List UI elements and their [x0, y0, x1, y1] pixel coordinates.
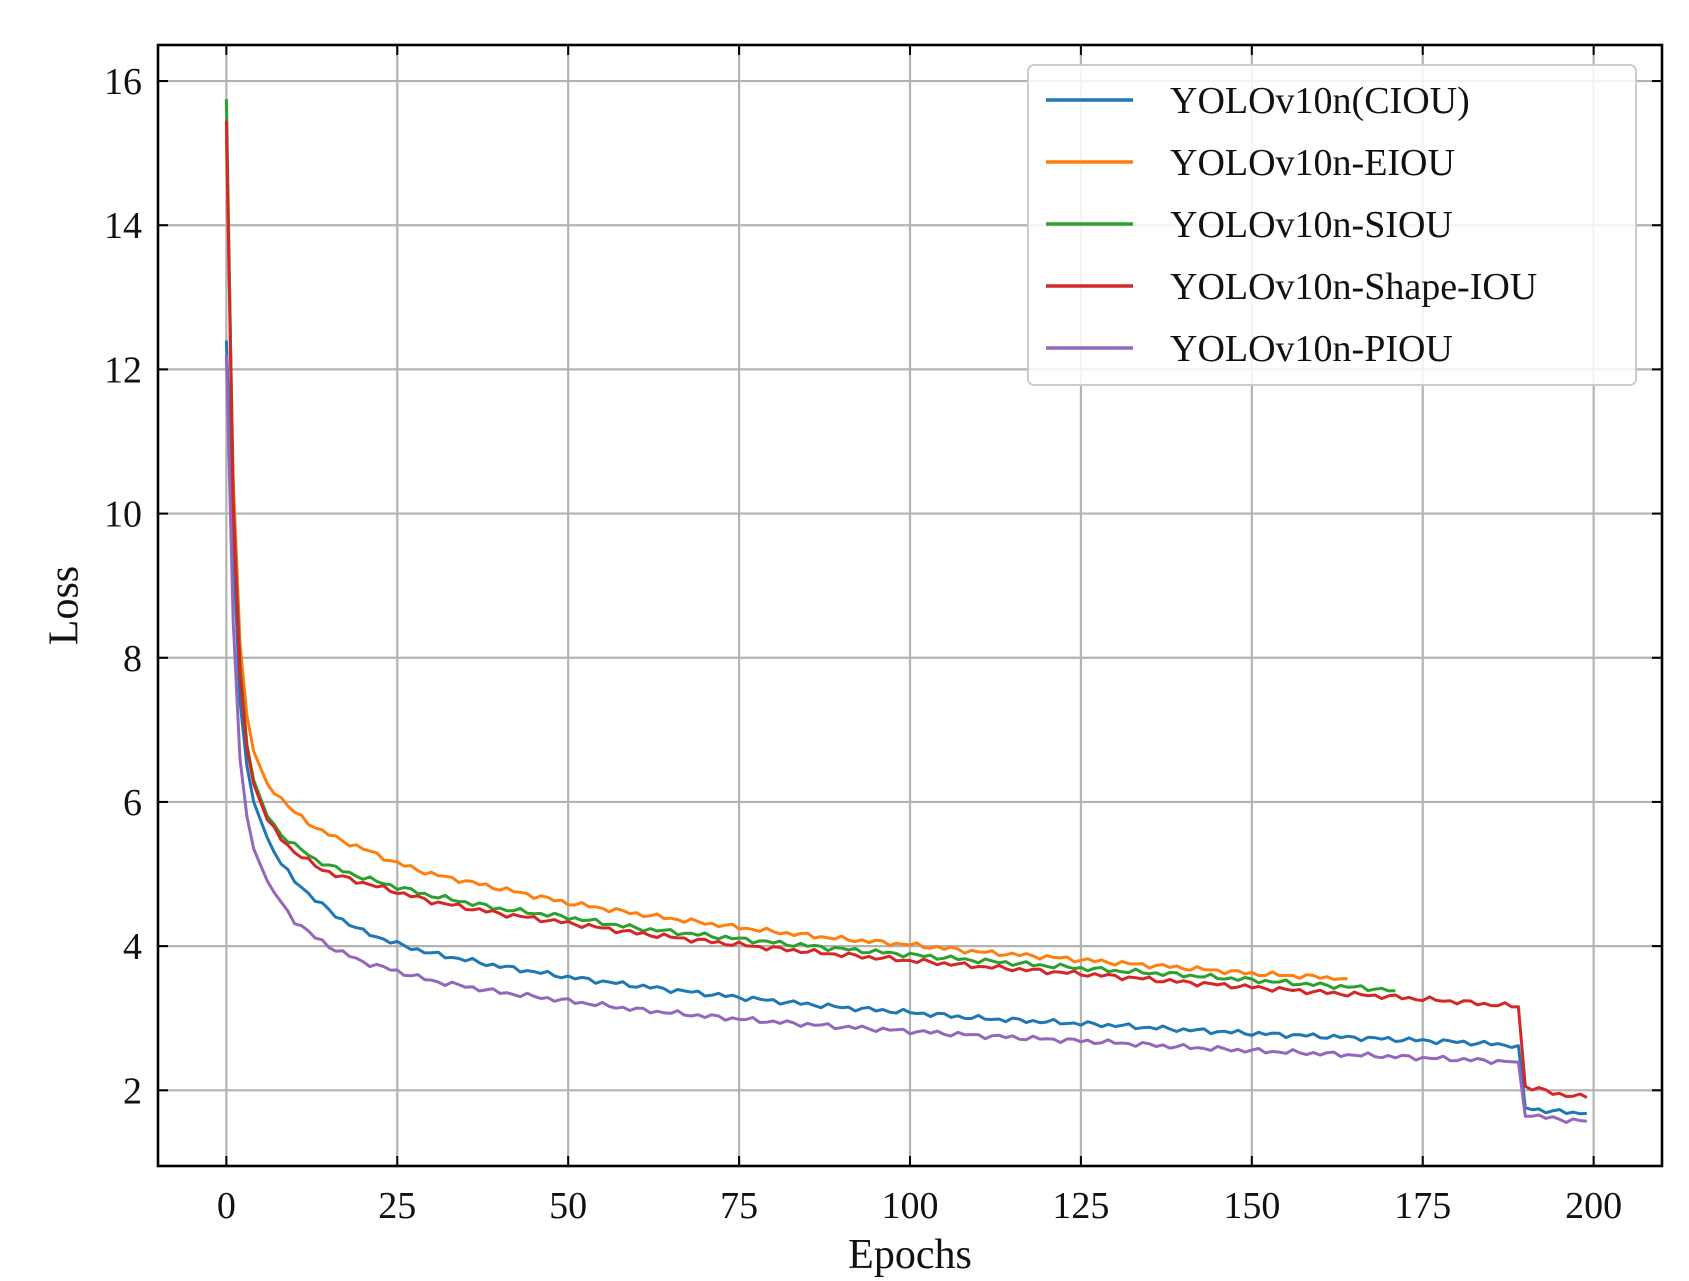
y-tick-label: 8 [123, 638, 142, 680]
series-line-0 [224, 340, 1587, 1116]
x-tick-label: 100 [882, 1185, 939, 1227]
legend-label-4: YOLOv10n-PIOU [1170, 328, 1453, 370]
x-tick-label: 150 [1223, 1185, 1280, 1227]
x-tick-label: 175 [1394, 1185, 1451, 1227]
y-tick-label: 6 [123, 782, 142, 824]
y-tick-label: 16 [104, 61, 142, 103]
y-tick-label: 4 [123, 926, 142, 968]
x-tick-label: 0 [217, 1185, 236, 1227]
legend-label-2: YOLOv10n-SIOU [1170, 204, 1453, 246]
y-tick-label: 12 [104, 349, 142, 391]
x-tick-label: 25 [378, 1185, 416, 1227]
y-tick-label: 14 [104, 205, 142, 247]
legend-box [1027, 64, 1637, 386]
legend-label-3: YOLOv10n-Shape-IOU [1170, 266, 1537, 308]
x-tick-label: 200 [1565, 1185, 1622, 1227]
x-axis-title: Epochs [848, 1232, 972, 1278]
x-tick-label: 75 [720, 1185, 758, 1227]
y-tick-label: 2 [123, 1070, 142, 1112]
legend-label-1: YOLOv10n-EIOU [1170, 142, 1455, 184]
series-line-2 [224, 99, 1396, 993]
x-tick-label: 125 [1052, 1185, 1109, 1227]
legend: YOLOv10n(CIOU) YOLOv10n-EIOU YOLOv10n-SIOU… [1027, 64, 1637, 386]
axis-ticks [158, 45, 1662, 1166]
legend-label-0: YOLOv10n(CIOU) [1170, 80, 1470, 122]
series-line-1 [224, 138, 1348, 981]
x-tick-label: 50 [549, 1185, 587, 1227]
y-axis-title: Loss [42, 566, 88, 645]
series-line-4 [224, 354, 1587, 1124]
y-tick-label: 10 [104, 494, 142, 536]
series-line-3 [224, 120, 1588, 1099]
tick-labels: 0 25 50 75 100 125 150 175 200 2 4 6 8 10 12 14 16 [104, 61, 1622, 1227]
series-lines [224, 99, 1588, 1124]
